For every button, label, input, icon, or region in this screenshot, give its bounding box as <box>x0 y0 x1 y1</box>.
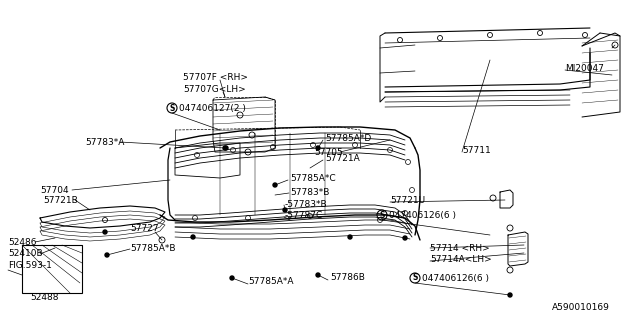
Text: 047406126(6 ): 047406126(6 ) <box>422 274 489 283</box>
Text: 57785A*D: 57785A*D <box>325 133 371 142</box>
Text: 57714 <RH>: 57714 <RH> <box>430 244 490 252</box>
Text: S: S <box>170 103 175 113</box>
Circle shape <box>316 273 320 277</box>
Text: MI20047: MI20047 <box>565 63 604 73</box>
Circle shape <box>316 146 320 150</box>
Text: 57705: 57705 <box>314 148 343 156</box>
Circle shape <box>224 146 228 150</box>
Circle shape <box>348 235 352 239</box>
Text: -57787C: -57787C <box>285 211 323 220</box>
Text: 57704: 57704 <box>40 186 68 195</box>
Circle shape <box>403 236 407 240</box>
Text: 047406127(2 ): 047406127(2 ) <box>179 103 246 113</box>
Text: 57714A<LH>: 57714A<LH> <box>430 255 492 265</box>
Circle shape <box>191 235 195 239</box>
Text: 57785A*C: 57785A*C <box>290 173 335 182</box>
Text: A590010169: A590010169 <box>552 303 610 313</box>
Circle shape <box>283 208 287 212</box>
Text: -57783*B: -57783*B <box>285 199 328 209</box>
Text: 57721U: 57721U <box>390 196 425 204</box>
Bar <box>22 245 82 293</box>
Text: 57727: 57727 <box>130 223 159 233</box>
Text: S: S <box>380 211 385 220</box>
Circle shape <box>105 253 109 257</box>
Text: 047406126(6 ): 047406126(6 ) <box>389 211 456 220</box>
Text: 57721A: 57721A <box>325 154 360 163</box>
Circle shape <box>508 293 512 297</box>
Text: 57711: 57711 <box>462 146 491 155</box>
Circle shape <box>230 276 234 280</box>
Text: FIG.593-1: FIG.593-1 <box>8 261 52 270</box>
Text: 57721B: 57721B <box>43 196 77 204</box>
Circle shape <box>223 146 227 150</box>
Text: 57786B: 57786B <box>330 274 365 283</box>
Text: 57785A*A: 57785A*A <box>248 277 294 286</box>
Circle shape <box>103 230 107 234</box>
Text: 52410B: 52410B <box>8 250 43 259</box>
Text: 57783*B: 57783*B <box>290 188 330 196</box>
Text: S: S <box>412 274 418 283</box>
Circle shape <box>273 183 277 187</box>
Text: 52488: 52488 <box>30 293 58 302</box>
Text: 52486: 52486 <box>8 237 36 246</box>
Text: 57707G<LH>: 57707G<LH> <box>183 84 246 93</box>
Text: 57783*A: 57783*A <box>85 138 124 147</box>
Text: 57785A*B: 57785A*B <box>130 244 175 252</box>
Text: 57707F <RH>: 57707F <RH> <box>183 73 248 82</box>
